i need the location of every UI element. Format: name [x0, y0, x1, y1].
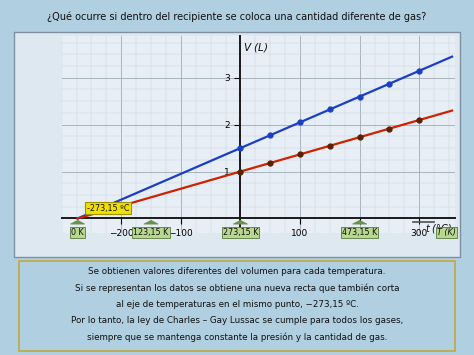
- Text: 473,15 K: 473,15 K: [342, 228, 377, 237]
- Polygon shape: [353, 220, 367, 224]
- Text: Se obtienen valores diferentes del volumen para cada temperatura.: Se obtienen valores diferentes del volum…: [88, 267, 386, 276]
- Text: ¿Qué ocurre si dentro del recipiente se coloca una cantidad diferente de gas?: ¿Qué ocurre si dentro del recipiente se …: [47, 12, 427, 22]
- Text: Si se representan los datos se obtiene una nueva recta que también corta: Si se representan los datos se obtiene u…: [75, 283, 399, 293]
- Text: 123,15 K: 123,15 K: [133, 228, 169, 237]
- Text: $V$ (L): $V$ (L): [244, 41, 269, 54]
- Text: 0 K: 0 K: [71, 228, 84, 237]
- Text: $t$ (°C): $t$ (°C): [425, 222, 452, 235]
- Text: T (K): T (K): [437, 228, 456, 237]
- Text: al eje de temperaturas en el mismo punto, −273,15 ºC.: al eje de temperaturas en el mismo punto…: [116, 300, 358, 309]
- Text: -273,15 ºC: -273,15 ºC: [87, 204, 129, 213]
- Text: 273,15 K: 273,15 K: [223, 228, 258, 237]
- Polygon shape: [233, 220, 247, 224]
- Polygon shape: [144, 220, 158, 224]
- Polygon shape: [71, 220, 85, 224]
- Text: siempre que se mantenga constante la presión y la cantidad de gas.: siempre que se mantenga constante la pre…: [87, 332, 387, 342]
- Text: Por lo tanto, la ley de Charles – Gay Lussac se cumple para todos los gases,: Por lo tanto, la ley de Charles – Gay Lu…: [71, 316, 403, 325]
- FancyBboxPatch shape: [14, 32, 460, 257]
